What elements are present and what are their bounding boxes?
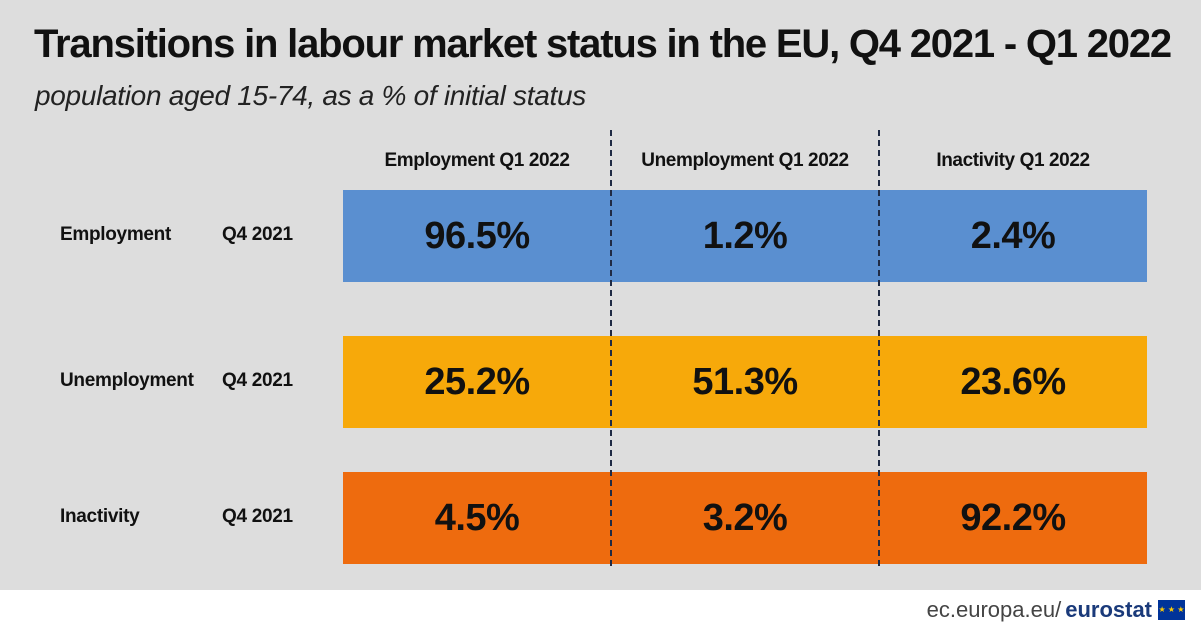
row-band-inactivity: 4.5% 3.2% 92.2%	[343, 472, 1147, 564]
cell-inactivity-to-inactivity: 92.2%	[960, 497, 1066, 539]
cell-inactivity-to-unemployment: 3.2%	[702, 497, 788, 539]
cell-unemployment-to-unemployment: 51.3%	[692, 361, 798, 403]
row-band-unemployment: 25.2% 51.3% 23.6%	[343, 336, 1147, 428]
chart-panel: Transitions in labour market status in t…	[0, 0, 1201, 590]
footer-source: ec.europa.eu/eurostat ★ ★ ★	[927, 596, 1185, 624]
column-divider-1	[610, 130, 612, 566]
column-header-inactivity: Inactivity Q1 2022	[936, 150, 1090, 171]
row-period-inactivity: Q4 2021	[222, 506, 293, 527]
chart-title: Transitions in labour market status in t…	[34, 22, 1172, 66]
row-period-employment: Q4 2021	[222, 224, 293, 245]
cell-unemployment-to-inactivity: 23.6%	[960, 361, 1066, 403]
column-header-employment: Employment Q1 2022	[384, 150, 570, 171]
column-divider-2	[878, 130, 880, 566]
row-label-employment: Employment	[60, 224, 172, 245]
cell-unemployment-to-employment: 25.2%	[424, 361, 530, 403]
column-header-unemployment: Unemployment Q1 2022	[641, 150, 849, 171]
row-band-employment: 96.5% 1.2% 2.4%	[343, 190, 1147, 282]
footer-brand: eurostat	[1065, 597, 1152, 622]
chart-subtitle: population aged 15-74, as a % of initial…	[35, 80, 586, 111]
cell-inactivity-to-employment: 4.5%	[434, 497, 520, 539]
row-period-unemployment: Q4 2021	[222, 370, 293, 391]
cell-employment-to-employment: 96.5%	[424, 215, 530, 257]
cell-employment-to-inactivity: 2.4%	[970, 215, 1056, 257]
eu-flag-icon: ★ ★ ★	[1158, 600, 1185, 620]
row-label-unemployment: Unemployment	[60, 370, 194, 391]
footer-domain: ec.europa.eu/	[926, 597, 1062, 622]
row-label-inactivity: Inactivity	[60, 506, 140, 527]
cell-employment-to-unemployment: 1.2%	[702, 215, 788, 257]
